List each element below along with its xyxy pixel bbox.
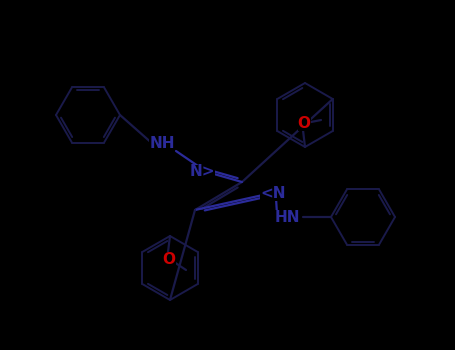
Text: HN: HN bbox=[274, 210, 300, 224]
Text: O: O bbox=[298, 116, 310, 131]
Text: <N: <N bbox=[260, 186, 286, 201]
Text: O: O bbox=[162, 252, 176, 266]
Text: N>: N> bbox=[189, 164, 215, 180]
Text: NH: NH bbox=[149, 135, 175, 150]
